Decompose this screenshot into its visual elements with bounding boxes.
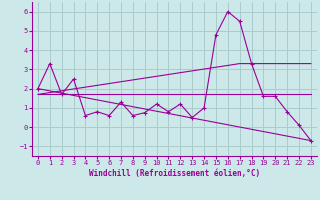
X-axis label: Windchill (Refroidissement éolien,°C): Windchill (Refroidissement éolien,°C): [89, 169, 260, 178]
